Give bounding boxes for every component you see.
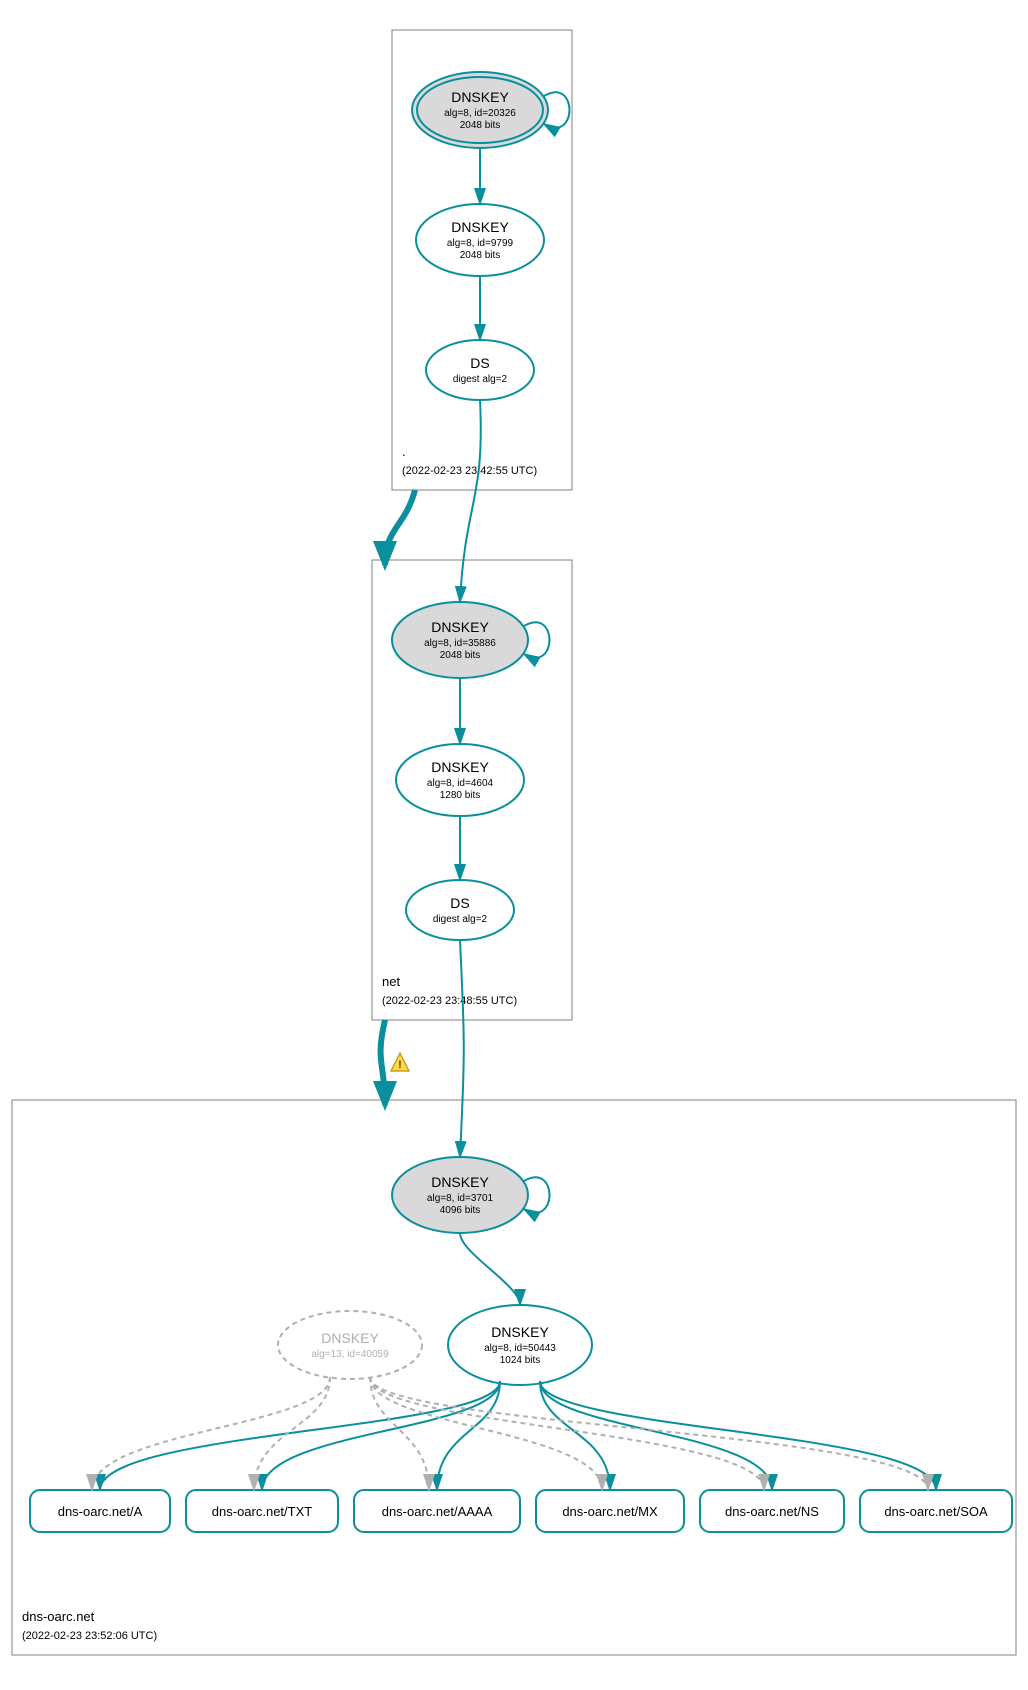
rrset-label: dns-oarc.net/MX xyxy=(562,1504,658,1519)
edge-net_ds-leaf_ksk xyxy=(460,940,464,1157)
node-root_ksk: DNSKEY alg=8, id=203262048 bits xyxy=(412,72,570,148)
node-line3: 2048 bits xyxy=(460,120,501,131)
zone-edge-0 xyxy=(385,490,415,565)
node-title: DNSKEY xyxy=(451,219,509,235)
rrset-label: dns-oarc.net/A xyxy=(58,1504,143,1519)
node-root_zsk: DNSKEY alg=8, id=97992048 bits xyxy=(416,204,544,276)
zone-label: net xyxy=(382,974,400,989)
node-line3: 2048 bits xyxy=(460,250,501,261)
node-line3: 1280 bits xyxy=(440,790,481,801)
zone-label: . xyxy=(402,444,406,459)
svg-text:!: ! xyxy=(398,1059,402,1071)
sig-alt-5 xyxy=(370,1377,928,1490)
node-net_ds: DS digest alg=2 xyxy=(406,880,514,940)
zone-time: (2022-02-23 23:52:06 UTC) xyxy=(22,1630,157,1642)
rrset-0: dns-oarc.net/A xyxy=(30,1490,170,1532)
node-line2: alg=8, id=20326 xyxy=(444,108,516,119)
node-title: DNSKEY xyxy=(321,1330,379,1346)
node-line2: alg=8, id=50443 xyxy=(484,1343,556,1354)
node-net_zsk: DNSKEY alg=8, id=46041280 bits xyxy=(396,744,524,816)
sig-zsk-5 xyxy=(540,1381,936,1490)
node-line2: alg=8, id=3701 xyxy=(427,1193,494,1204)
node-line2: alg=8, id=4604 xyxy=(427,778,494,789)
sig-zsk-0 xyxy=(100,1381,500,1490)
node-leaf_ksk: DNSKEY alg=8, id=37014096 bits xyxy=(392,1157,550,1233)
edge-leaf_ksk-leaf_zsk xyxy=(460,1233,520,1305)
rrset-5: dns-oarc.net/SOA xyxy=(860,1490,1012,1532)
node-title: DNSKEY xyxy=(491,1324,549,1340)
edge-root_ds-net_ksk xyxy=(460,400,481,602)
node-line3: 2048 bits xyxy=(440,650,481,661)
rrset-label: dns-oarc.net/AAAA xyxy=(382,1504,493,1519)
node-line2: digest alg=2 xyxy=(433,914,488,925)
zone-time: (2022-02-23 23:42:55 UTC) xyxy=(402,465,537,477)
node-leaf_alt: DNSKEY alg=13, id=40059 xyxy=(278,1311,422,1379)
node-line2: alg=8, id=9799 xyxy=(447,238,514,249)
node-title: DNSKEY xyxy=(431,619,489,635)
node-title: DS xyxy=(470,355,489,371)
zone-label: dns-oarc.net xyxy=(22,1609,95,1624)
sig-alt-4 xyxy=(370,1377,764,1490)
node-root_ds: DS digest alg=2 xyxy=(426,340,534,400)
node-line3: 4096 bits xyxy=(440,1205,481,1216)
rrset-label: dns-oarc.net/NS xyxy=(725,1504,819,1519)
rrset-label: dns-oarc.net/SOA xyxy=(884,1504,988,1519)
node-title: DS xyxy=(450,895,469,911)
rrset-label: dns-oarc.net/TXT xyxy=(212,1504,312,1519)
node-leaf_zsk: DNSKEY alg=8, id=504431024 bits xyxy=(448,1305,592,1385)
node-line2: digest alg=2 xyxy=(453,374,508,385)
zone-edge-1 xyxy=(381,1020,385,1105)
node-title: DNSKEY xyxy=(431,1174,489,1190)
rrset-4: dns-oarc.net/NS xyxy=(700,1490,844,1532)
node-title: DNSKEY xyxy=(451,89,509,105)
node-line2: alg=13, id=40059 xyxy=(311,1349,389,1360)
node-net_ksk: DNSKEY alg=8, id=358862048 bits xyxy=(392,602,550,678)
rrset-2: dns-oarc.net/AAAA xyxy=(354,1490,520,1532)
node-line2: alg=8, id=35886 xyxy=(424,638,496,649)
sig-alt-3 xyxy=(370,1377,602,1490)
zone-time: (2022-02-23 23:48:55 UTC) xyxy=(382,995,517,1007)
node-title: DNSKEY xyxy=(431,759,489,775)
node-line3: 1024 bits xyxy=(500,1355,541,1366)
rrset-3: dns-oarc.net/MX xyxy=(536,1490,684,1532)
rrset-1: dns-oarc.net/TXT xyxy=(186,1490,338,1532)
sig-zsk-4 xyxy=(540,1381,772,1490)
warning-icon: ! xyxy=(391,1053,409,1071)
